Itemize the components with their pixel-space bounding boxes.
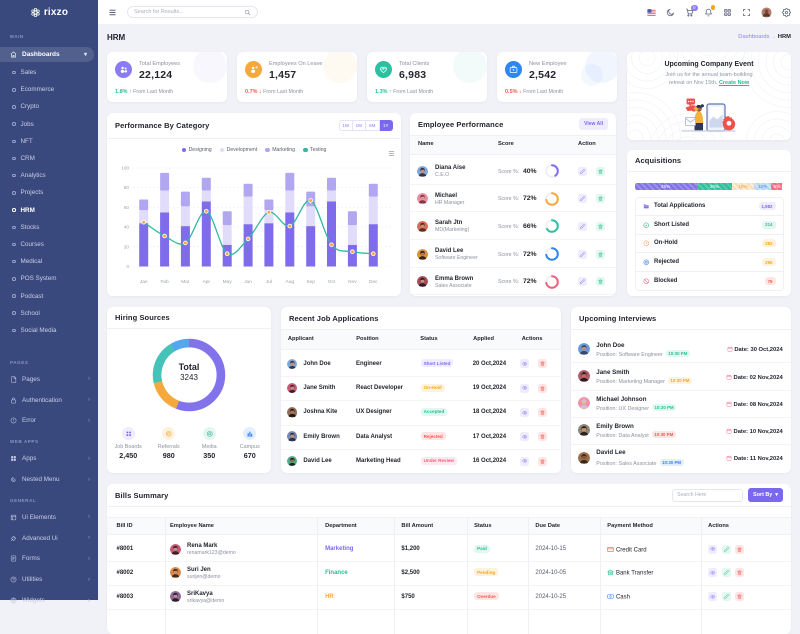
svg-text:Jun: Jun [244,279,252,285]
svg-text:Oct: Oct [328,279,336,285]
svg-text:40: 40 [124,225,130,230]
svg-text:May: May [223,279,233,285]
svg-text:Nov: Nov [348,279,357,285]
svg-text:80: 80 [124,185,130,190]
svg-text:0: 0 [126,264,129,269]
svg-text:Sep: Sep [306,279,315,285]
svg-text:Mar: Mar [181,279,190,285]
svg-text:Jul: Jul [266,279,272,285]
svg-text:60: 60 [124,205,130,210]
svg-text:Jan: Jan [140,279,148,285]
svg-text:20: 20 [124,244,130,249]
svg-text:Feb: Feb [160,279,169,285]
svg-text:Apr: Apr [203,279,211,285]
svg-text:Dec: Dec [369,279,378,285]
svg-text:Aug: Aug [286,279,295,285]
svg-text:100: 100 [121,166,129,171]
